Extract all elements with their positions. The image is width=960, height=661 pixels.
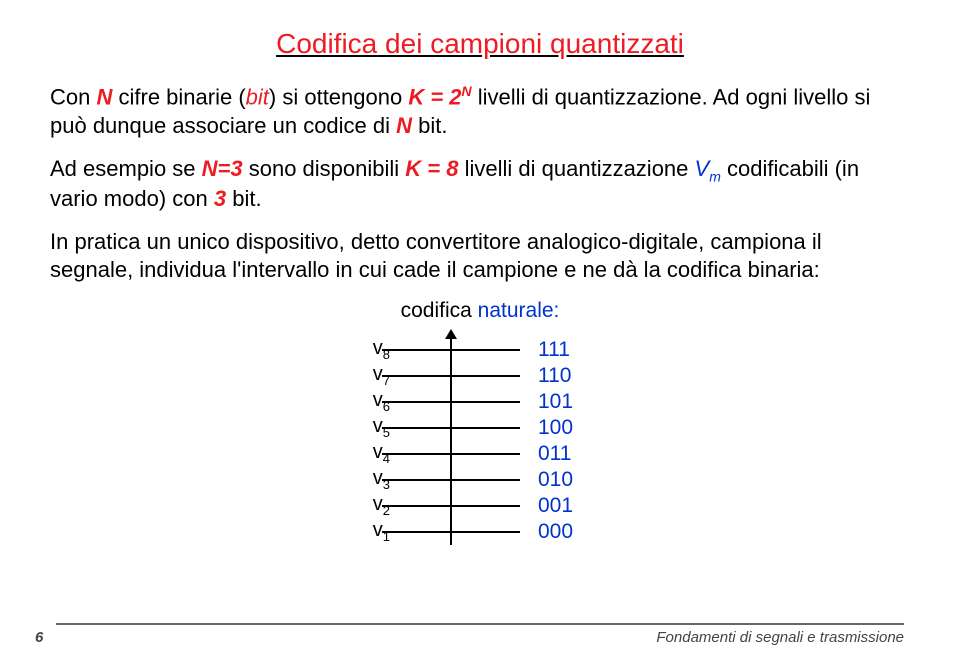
var-N2: N [396,113,412,138]
paragraph-1: Con N cifre binarie (bit) si ottengono K… [50,82,910,141]
footer-text: Fondamenti di segnali e trasmissione [656,629,904,646]
word-bit: bit [246,84,269,109]
sub-m: m [709,168,721,184]
title-word-1: Codifica [276,28,377,59]
footer: 6 Fondamenti di segnali e trasmissione [0,623,960,647]
codifica-label: codifica naturale: [50,299,910,323]
paragraph-3: In pratica un unico dispositivo, detto c… [50,228,910,285]
level-code: 100 [538,416,618,440]
var-N: N [96,84,112,109]
word-naturale: naturale: [478,299,560,322]
text: ) si ottengono [269,84,408,109]
level-code: 010 [538,468,618,492]
text: Ad esempio se [50,156,202,181]
text: bit. [412,113,447,138]
var-Vm: V [695,156,710,181]
level-label: v1 [354,519,390,544]
level-line [382,427,520,429]
page-number: 6 [35,629,43,646]
quantization-diagram: v8 111 v7 110 v6 101 v5 100 v4 011 v3 010 v2 001 v1 000 [250,331,710,549]
var-K: K = 2 [408,84,461,109]
level-line [382,401,520,403]
level-code: 110 [538,364,618,388]
text: bit. [226,186,261,211]
level-line [382,375,520,377]
vertical-axis [450,335,452,545]
level-code: 111 [538,338,618,362]
page-title: Codifica dei campioni quantizzati [50,28,910,60]
level-label: v4 [354,441,390,466]
level-code: 001 [538,494,618,518]
level-label: v8 [354,337,390,362]
level-line [382,453,520,455]
text: codifica [401,299,478,322]
var-K8: K = 8 [405,156,458,181]
text: livelli di quantizzazione [459,156,695,181]
var-Neq: N=3 [202,156,243,181]
level-line [382,531,520,533]
level-label: v3 [354,467,390,492]
num-3: 3 [214,186,226,211]
level-label: v7 [354,363,390,388]
level-label: v5 [354,415,390,440]
title-rest: dei campioni quantizzati [385,28,684,59]
level-line [382,505,520,507]
level-label: v2 [354,493,390,518]
text: Con [50,84,96,109]
level-line [382,479,520,481]
level-code: 011 [538,442,618,466]
level-code: 101 [538,390,618,414]
text: sono disponibili [243,156,406,181]
exp-N: N [462,83,472,99]
paragraph-2: Ad esempio se N=3 sono disponibili K = 8… [50,155,910,214]
level-code: 000 [538,520,618,544]
footer-divider [56,623,904,625]
level-line [382,349,520,351]
text: cifre binarie ( [112,84,245,109]
level-label: v6 [354,389,390,414]
